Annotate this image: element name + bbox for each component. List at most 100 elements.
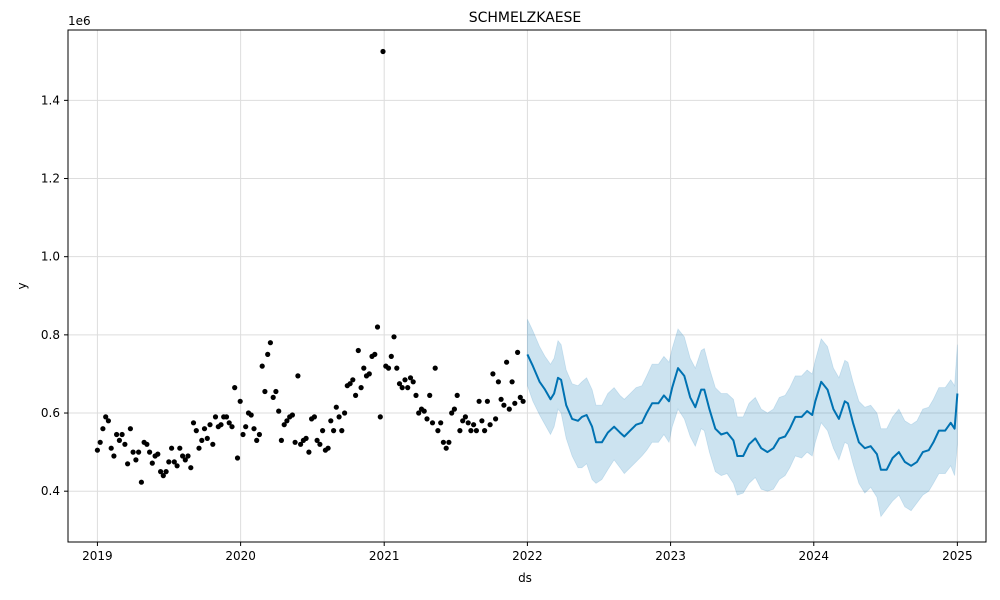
observed-point — [273, 388, 279, 395]
observed-point — [212, 414, 219, 420]
observed-point — [243, 424, 249, 430]
observed-point — [479, 418, 485, 424]
grid — [68, 30, 986, 542]
observed-point — [498, 396, 504, 402]
observed-point — [331, 428, 337, 434]
observed-point — [311, 414, 317, 420]
observed-point — [413, 392, 419, 398]
observed-point — [457, 428, 463, 434]
y-tick-label: 0.8 — [41, 328, 60, 342]
x-tick-label: 2025 — [942, 549, 973, 563]
observed-point — [188, 465, 194, 471]
observed-point — [149, 460, 155, 466]
observed-point — [471, 422, 477, 428]
observed-point — [440, 439, 446, 445]
observed-point — [251, 426, 257, 432]
observed-point — [210, 441, 216, 447]
observed-point — [100, 426, 106, 432]
observed-point — [130, 449, 136, 455]
y-tick-label: 0.6 — [41, 406, 60, 420]
observed-point — [487, 422, 493, 428]
observed-point — [125, 461, 131, 467]
observed-point — [416, 410, 422, 416]
observed-point — [177, 445, 183, 451]
observed-point — [166, 459, 172, 465]
x-axis-label: ds — [518, 571, 532, 585]
observed-point — [468, 428, 474, 434]
observed-point — [361, 365, 367, 371]
observed-point — [163, 469, 169, 475]
observed-point — [443, 445, 449, 451]
observed-point — [391, 334, 397, 340]
forecast-line-group — [526, 353, 959, 471]
observed-point — [199, 437, 205, 443]
observed-point — [317, 441, 323, 447]
observed-point — [292, 439, 298, 445]
observed-point — [155, 451, 161, 457]
observed-point — [105, 418, 111, 424]
observed-point — [421, 408, 427, 414]
observed-point — [427, 392, 433, 398]
uncertainty-band — [527, 319, 958, 518]
observed-point — [314, 437, 320, 443]
observed-point — [138, 479, 144, 485]
observed-point — [254, 437, 260, 443]
observed-point — [196, 445, 202, 451]
observed-point — [144, 441, 150, 447]
observed-point — [133, 457, 139, 463]
observed-point — [484, 398, 490, 404]
observed-point — [278, 437, 284, 443]
observed-point — [248, 412, 254, 418]
observed-point — [320, 428, 326, 434]
observed-point — [119, 431, 125, 438]
observed-point — [339, 428, 345, 434]
observed-point — [180, 453, 186, 459]
observed-point — [460, 418, 466, 424]
observed-point — [394, 365, 400, 371]
y-tick-label: 1.2 — [41, 172, 60, 186]
x-tick-label: 2019 — [82, 549, 113, 563]
observed-point — [504, 359, 510, 365]
observed-point — [193, 428, 199, 434]
observed-point — [476, 398, 482, 404]
observed-point — [342, 410, 348, 416]
x-tick-label: 2024 — [799, 549, 830, 563]
observed-point — [355, 347, 361, 354]
observed-point — [94, 447, 100, 453]
observed-point — [451, 406, 457, 412]
observed-point — [336, 414, 342, 420]
observed-point — [358, 385, 364, 391]
x-tick-label: 2020 — [225, 549, 256, 563]
observed-point — [204, 435, 210, 441]
observed-point — [493, 416, 499, 422]
observed-point — [435, 428, 441, 434]
observed-point — [158, 469, 164, 475]
y-tick-label: 1.0 — [41, 250, 60, 264]
observed-point — [185, 453, 191, 459]
x-tick-label: 2021 — [369, 549, 400, 563]
y-axis-label: y — [15, 282, 29, 289]
observed-point — [517, 394, 523, 400]
observed-point — [171, 459, 177, 465]
x-tick-label: 2022 — [512, 549, 543, 563]
observed-point — [116, 437, 122, 443]
observed-point — [289, 412, 295, 418]
x-tick-label: 2023 — [655, 549, 686, 563]
observed-point — [256, 431, 262, 438]
observed-point — [347, 381, 353, 387]
observed-point — [169, 445, 175, 451]
observed-point — [281, 422, 287, 428]
observed-point — [515, 349, 521, 355]
uncertainty-interval — [527, 319, 958, 518]
observed-point — [396, 381, 403, 387]
observed-point — [276, 408, 282, 414]
observed-point — [306, 449, 312, 455]
observed-point — [372, 351, 378, 357]
observed-point — [482, 428, 488, 434]
observed-point — [454, 392, 460, 398]
y-offset-label: 1e6 — [68, 14, 91, 28]
observed-point — [240, 431, 246, 438]
observed-point — [512, 400, 518, 406]
